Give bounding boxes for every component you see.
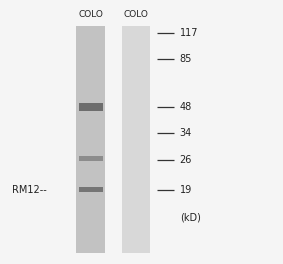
- Text: 117: 117: [180, 28, 198, 38]
- Text: RM12--: RM12--: [12, 185, 47, 195]
- Text: 26: 26: [180, 155, 192, 165]
- Text: COLO: COLO: [123, 10, 148, 19]
- Text: 19: 19: [180, 185, 192, 195]
- Text: 34: 34: [180, 128, 192, 138]
- Bar: [79, 103, 103, 111]
- Bar: [122, 26, 150, 253]
- Text: 48: 48: [180, 102, 192, 112]
- Text: (kD): (kD): [180, 213, 201, 223]
- Text: COLO: COLO: [78, 10, 103, 19]
- Bar: [76, 26, 105, 253]
- Bar: [79, 156, 103, 161]
- Text: 85: 85: [180, 54, 192, 64]
- Bar: [79, 187, 103, 192]
